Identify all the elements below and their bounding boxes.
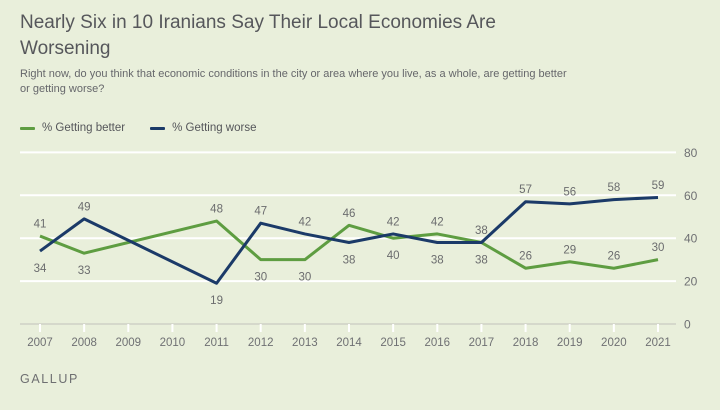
data-point-label: 41 — [34, 219, 47, 231]
data-point-label: 59 — [652, 180, 665, 192]
chart-subtitle: Right now, do you think that economic co… — [20, 68, 567, 95]
data-point-label: 47 — [254, 206, 267, 218]
chart-title: Nearly Six in 10 Iranians Say Their Loca… — [20, 12, 496, 59]
chart-legend: % Getting better % Getting worse — [20, 122, 256, 134]
data-point-label: 26 — [519, 251, 532, 263]
data-point-label: 58 — [607, 182, 620, 194]
line-getting-better — [39, 219, 659, 270]
data-point-label: 49 — [78, 201, 91, 213]
x-axis-year-label: 2020 — [601, 337, 627, 349]
legend-label-getting-worse: % Getting worse — [172, 122, 257, 134]
data-point-label: 38 — [475, 225, 488, 237]
x-axis-year-label: 2011 — [204, 337, 229, 349]
x-axis-year-label: 2008 — [71, 337, 97, 349]
data-point-label: 30 — [298, 272, 311, 284]
x-axis-year-label: 2014 — [336, 337, 362, 349]
y-axis-tick-label: 20 — [684, 275, 698, 289]
data-point-label: 42 — [387, 216, 400, 228]
data-point-label: 38 — [475, 254, 488, 266]
data-point-label: 56 — [563, 186, 576, 198]
x-axis-year-label: 2007 — [27, 337, 53, 349]
data-point-label: 42 — [298, 216, 311, 228]
legend-swatch-better-icon — [20, 126, 35, 130]
y-axis-tick-label: 60 — [684, 189, 698, 203]
data-point-label: 38 — [343, 254, 356, 266]
x-axis-year-label: 2009 — [115, 337, 141, 349]
data-point-label: 19 — [210, 295, 223, 307]
legend-swatch-worse-icon — [150, 126, 166, 130]
x-axis-year-label: 2016 — [424, 337, 450, 349]
data-point-label: 42 — [431, 216, 444, 228]
data-point-label: 38 — [431, 254, 444, 266]
data-point-label: 26 — [607, 251, 620, 263]
y-axis-tick-label: 40 — [684, 232, 698, 246]
data-point-label: 30 — [254, 272, 267, 284]
data-point-label: 30 — [652, 242, 665, 254]
x-axis-year-label: 2012 — [248, 337, 274, 349]
x-axis-year-label: 2018 — [513, 337, 539, 349]
data-point-label: 33 — [78, 265, 91, 277]
gallup-logo: GALLUP — [20, 372, 79, 386]
data-point-label: 34 — [34, 263, 47, 275]
x-axis-year-label: 2017 — [469, 337, 495, 349]
line-getting-worse — [39, 195, 659, 285]
legend-item-getting-worse: % Getting worse — [150, 122, 256, 134]
x-axis-year-label: 2015 — [380, 337, 406, 349]
data-point-label: 46 — [343, 208, 356, 220]
x-axis-year-label: 2019 — [557, 337, 583, 349]
legend-item-getting-better: % Getting better — [20, 122, 125, 134]
data-point-label: 48 — [210, 204, 223, 216]
data-point-label: 29 — [563, 244, 576, 256]
x-axis-year-label: 2013 — [292, 337, 318, 349]
y-axis-tick-label: 80 — [684, 146, 698, 160]
x-axis-year-label: 2010 — [160, 337, 186, 349]
x-axis-year-label: 2021 — [645, 337, 671, 349]
data-point-label: 57 — [519, 184, 532, 196]
data-point-label: 40 — [387, 250, 400, 262]
y-axis-tick-label: 0 — [684, 318, 691, 332]
legend-label-getting-better: % Getting better — [42, 122, 126, 134]
